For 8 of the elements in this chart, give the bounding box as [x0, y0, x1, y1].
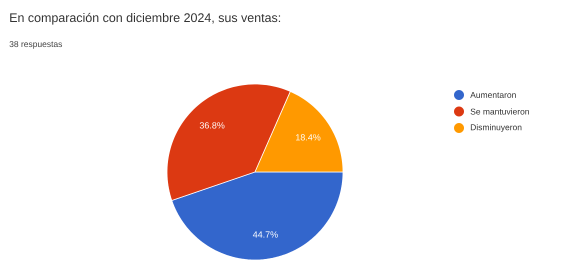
text: 38 respuestas [10, 41, 62, 49]
data-label: 36.8% [200, 122, 224, 129]
chart-title: En comparación con diciembre 2024, sus ventas: [10, 12, 280, 25]
data-label: 18.4% [296, 134, 320, 141]
legend-label: Disminuyeron [470, 124, 522, 132]
legend-label: Aumentaron [470, 92, 516, 98]
data-label: 44.7% [252, 231, 278, 238]
legend-label: Se mantuvieron [470, 108, 529, 115]
